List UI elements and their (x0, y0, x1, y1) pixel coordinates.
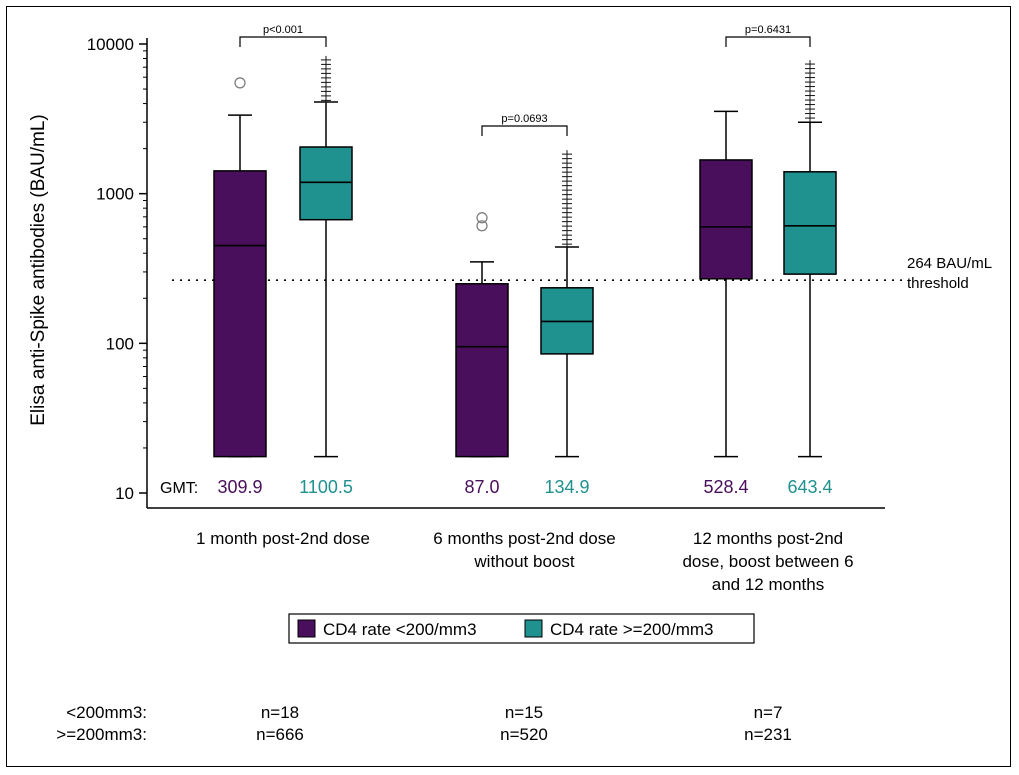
y-tick-label: 100 (106, 334, 134, 353)
x-category-label: 1 month post-2nd dose (196, 529, 370, 548)
legend-swatch (524, 619, 543, 638)
gmt-value: 1100.5 (299, 477, 353, 497)
n-count: n=18 (261, 703, 299, 722)
pvalue-label: p=0.6431 (745, 24, 791, 36)
x-category-label: without boost (473, 552, 574, 571)
y-tick-label: 10000 (87, 35, 134, 54)
outlier-marker (476, 212, 488, 224)
gmt-value: 134.9 (544, 477, 589, 497)
y-tick-label: 10 (115, 484, 134, 503)
x-category-label: 12 months post-2nd (693, 529, 843, 548)
y-tick-label: 1000 (96, 185, 134, 204)
gmt-label: GMT: (160, 480, 198, 497)
x-category-label: dose, boost between 6 (682, 552, 853, 571)
threshold-label: threshold (907, 275, 969, 292)
box (699, 159, 753, 280)
box (213, 170, 267, 458)
x-category-label: 6 months post-2nd dose (433, 529, 615, 548)
n-count: n=15 (505, 703, 543, 722)
n-row-label: <200mm3: (66, 703, 147, 722)
outlier-marker (476, 220, 488, 232)
n-row-label: >=200mm3: (56, 725, 147, 744)
pvalue-label: p<0.001 (263, 24, 303, 36)
legend-label: CD4 rate >=200/mm3 (550, 620, 713, 639)
gmt-value: 528.4 (703, 477, 748, 497)
pvalue-bracket (239, 36, 327, 47)
pvalue-bracket (481, 125, 568, 136)
n-count: n=520 (500, 725, 548, 744)
threshold-label: 264 BAU/mL (907, 255, 992, 272)
legend-box (288, 613, 755, 644)
box (299, 146, 353, 221)
gmt-value: 643.4 (787, 477, 832, 497)
box (455, 283, 509, 458)
x-category-label: and 12 months (712, 575, 824, 594)
legend-label: CD4 rate <200/mm3 (323, 620, 477, 639)
box (783, 171, 837, 275)
n-count: n=666 (256, 725, 304, 744)
chart-frame (6, 6, 1011, 767)
y-axis-label: Elisa anti-Spike antibodies (BAU/mL) (28, 114, 49, 426)
gmt-value: 309.9 (217, 477, 262, 497)
n-count: n=231 (744, 725, 792, 744)
legend-swatch (297, 619, 316, 638)
gmt-value: 87.0 (464, 477, 499, 497)
outlier-marker (234, 77, 246, 89)
pvalue-label: p=0.0693 (501, 113, 547, 125)
n-count: n=7 (754, 703, 783, 722)
pvalue-bracket (725, 36, 811, 47)
